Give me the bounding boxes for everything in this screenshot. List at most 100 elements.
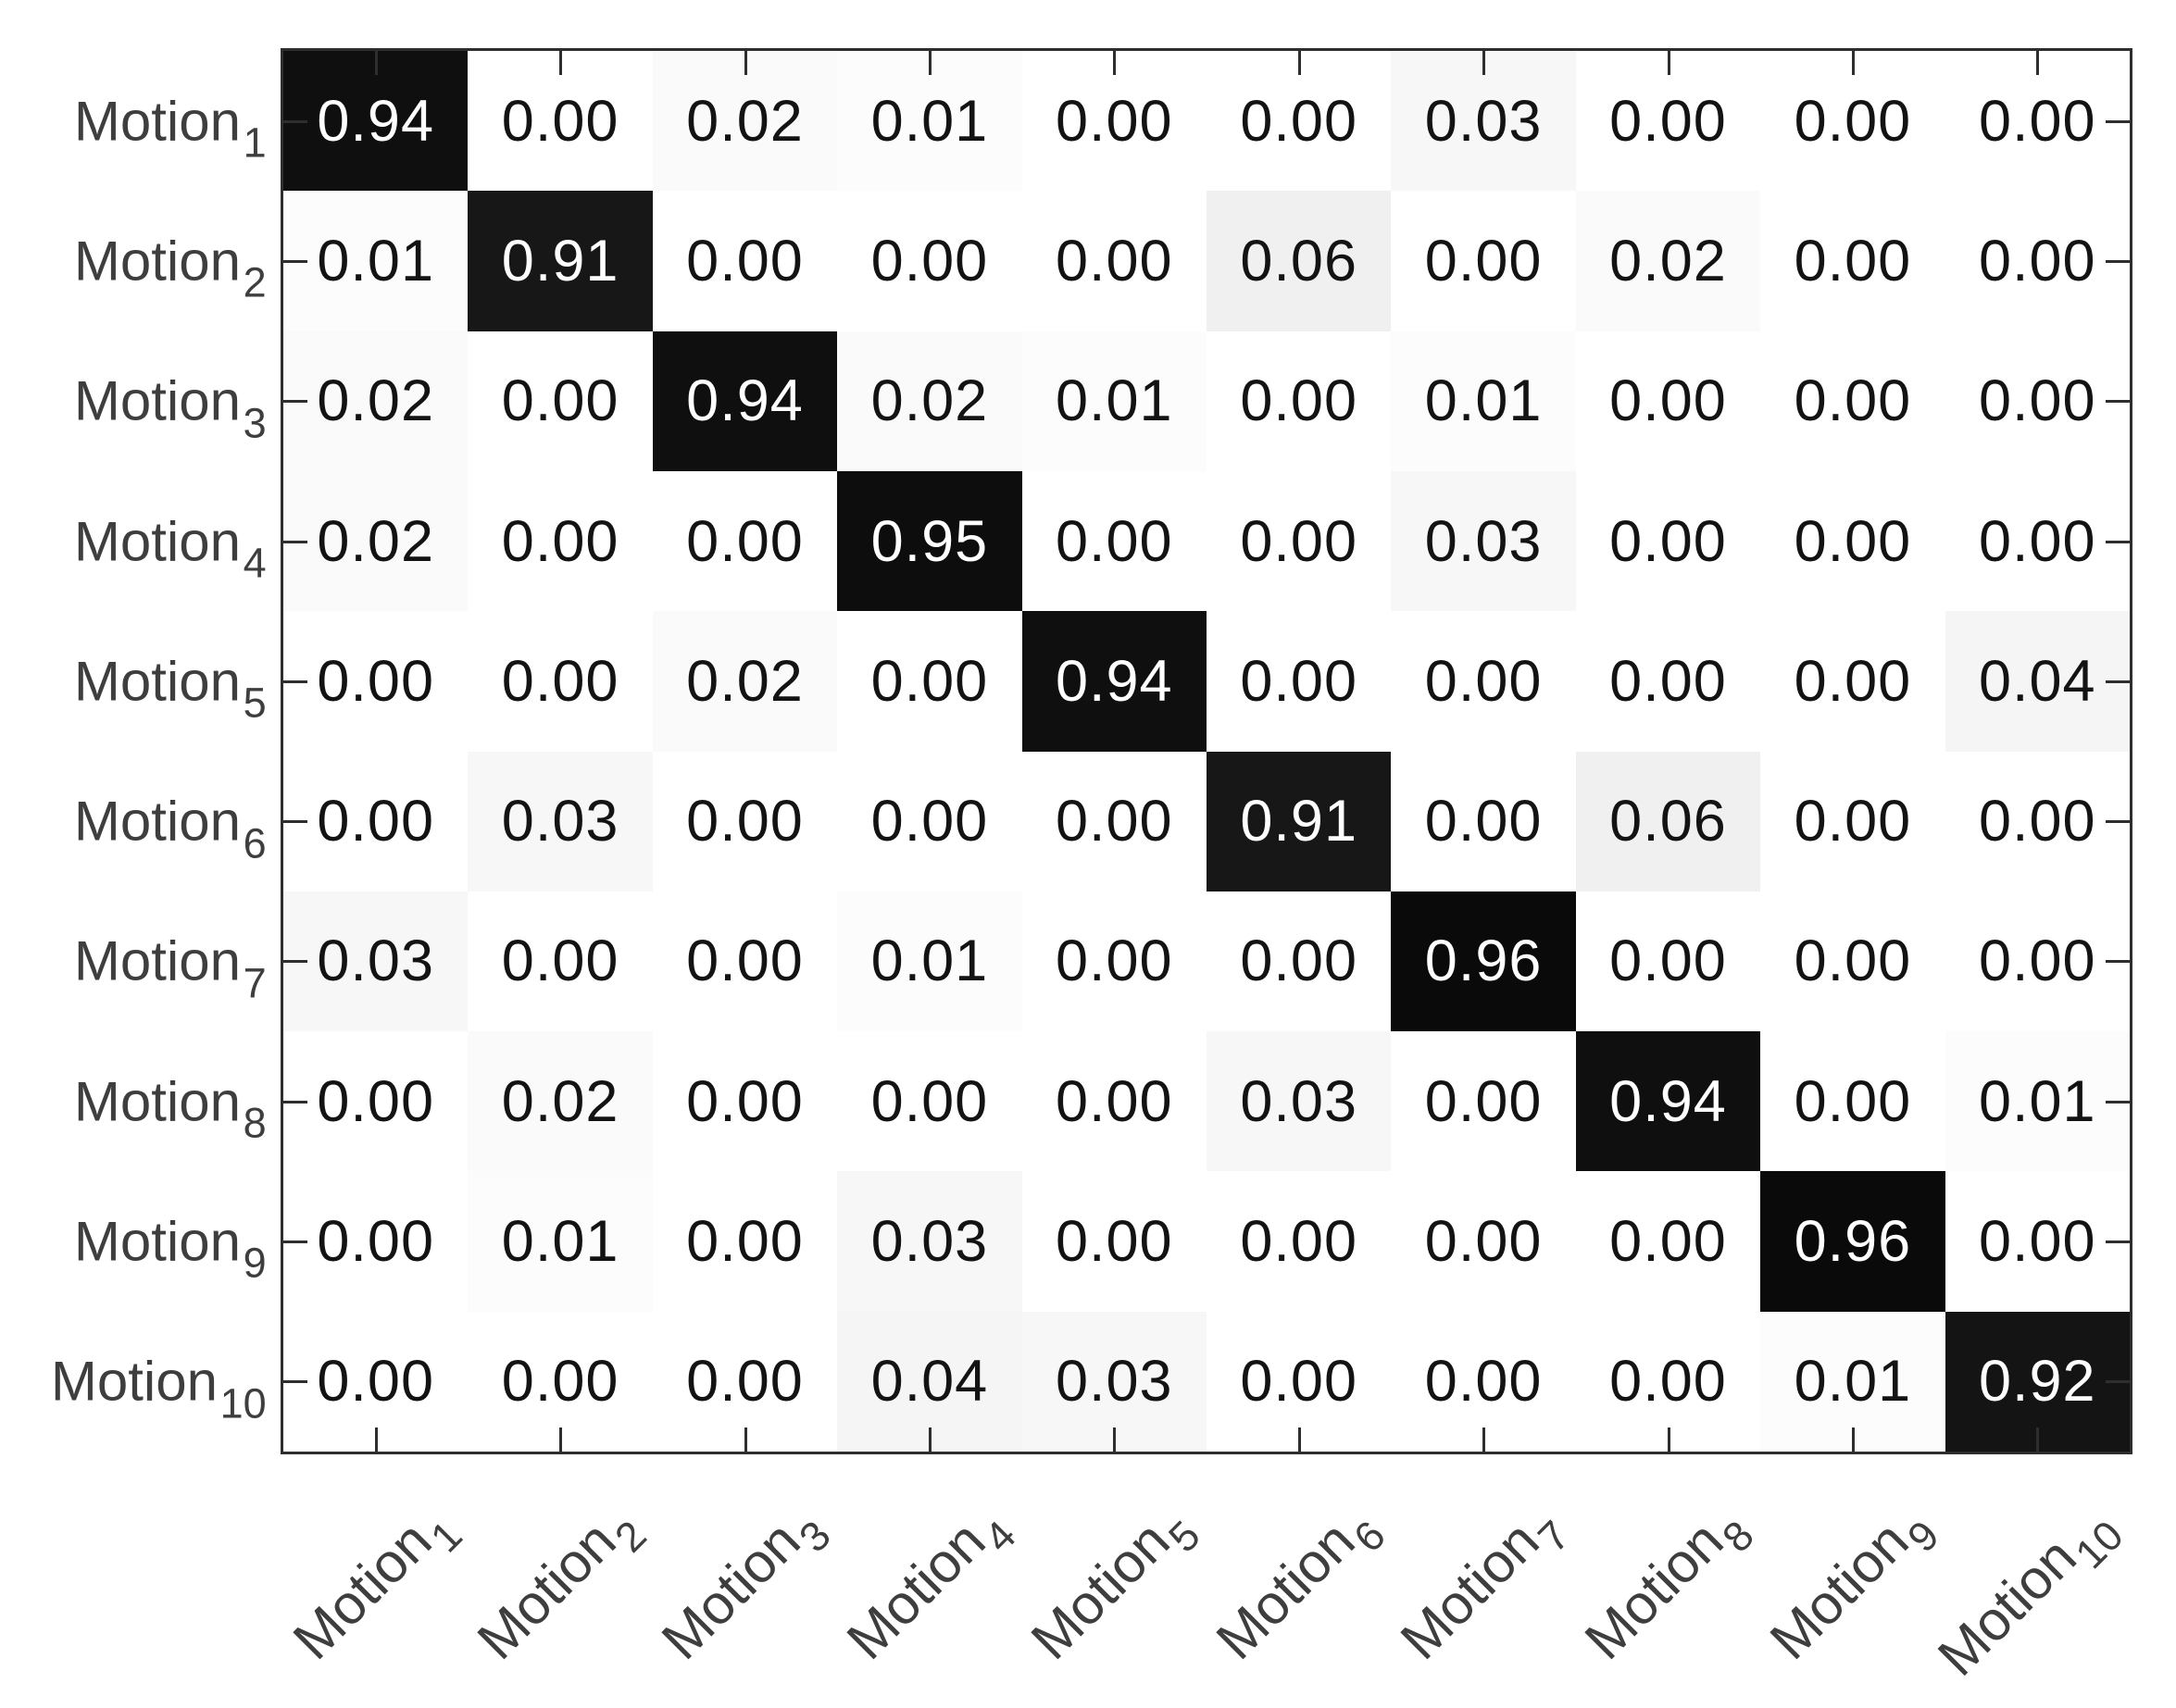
matrix-cell: 0.00 [652, 891, 838, 1032]
matrix-cell: 0.94 [1575, 1031, 1761, 1172]
axis-label-text: Motion [73, 1070, 241, 1133]
matrix-cell: 0.96 [1391, 891, 1576, 1032]
axis-tick [1852, 1427, 1855, 1452]
axis-label-text: Motion [73, 650, 241, 713]
matrix-cell: 0.00 [1575, 611, 1761, 752]
matrix-cell: 0.06 [1575, 751, 1761, 891]
axis-tick [375, 51, 378, 75]
matrix-cell: 0.00 [652, 470, 838, 612]
y-axis-label: Motion1 [74, 89, 267, 163]
axis-label-text: Motion [281, 1509, 444, 1672]
axis-tick [2106, 400, 2130, 403]
x-axis-label: Motion5 [1019, 1492, 1209, 1672]
matrix-cell: 0.00 [468, 330, 653, 471]
axis-label-text: Motion [73, 510, 241, 573]
y-axis-label: Motion2 [73, 229, 267, 303]
matrix-cell: 0.03 [837, 1171, 1022, 1312]
matrix-cell: 0.01 [1021, 330, 1207, 471]
matrix-cell: 0.03 [1206, 1031, 1392, 1172]
axis-label-text: Motion [465, 1509, 628, 1672]
axis-tick [283, 400, 307, 403]
axis-tick [283, 1240, 307, 1243]
matrix-cell: 0.02 [468, 1031, 653, 1172]
matrix-cell: 0.00 [1945, 470, 2130, 612]
matrix-cell: 0.00 [1760, 470, 1945, 612]
matrix-cell: 0.00 [1206, 1171, 1392, 1312]
axis-label-text: Motion [834, 1509, 997, 1672]
axis-label-subscript: 9 [243, 1239, 267, 1287]
axis-label-text: Motion [1204, 1509, 1367, 1672]
axis-tick [1298, 1427, 1301, 1452]
matrix-cell: 0.02 [652, 611, 838, 752]
matrix-cell: 0.00 [837, 611, 1022, 752]
axis-label-text: Motion [73, 1210, 241, 1273]
axis-tick [283, 1101, 307, 1103]
axis-tick [1482, 51, 1485, 75]
matrix-cell: 0.01 [837, 891, 1022, 1032]
axis-label-text: Motion [650, 1509, 812, 1672]
matrix-cell: 0.00 [1760, 330, 1945, 471]
matrix-cell: 0.00 [1945, 891, 2130, 1032]
matrix-cell: 0.95 [837, 470, 1022, 612]
matrix-cell: 0.02 [1575, 191, 1761, 331]
matrix-cell: 0.01 [837, 51, 1022, 192]
axis-label-text: Motion [73, 369, 241, 432]
matrix-cell: 0.00 [1760, 751, 1945, 891]
axis-tick [744, 51, 747, 75]
matrix-cell: 0.01 [1945, 1031, 2130, 1172]
matrix-cell: 0.00 [1575, 330, 1761, 471]
axis-tick [1668, 51, 1670, 75]
axis-tick [1298, 51, 1301, 75]
axis-tick [2106, 1101, 2130, 1103]
x-axis-label: Motion6 [1204, 1492, 1394, 1672]
x-axis-label: Motion1 [281, 1492, 470, 1672]
axis-label-subscript: 8 [243, 1099, 267, 1147]
matrix-cell: 0.00 [283, 751, 469, 891]
matrix-cell: 0.00 [1760, 611, 1945, 752]
axis-tick [2106, 1380, 2130, 1383]
y-axis-label: Motion5 [73, 649, 267, 723]
axis-tick [283, 260, 307, 263]
axis-label-subscript: 5 [243, 679, 267, 727]
axis-label-text: Motion [73, 230, 241, 293]
axis-label-subscript: 3 [243, 399, 267, 447]
matrix-cell: 0.00 [1021, 191, 1207, 331]
matrix-cell: 0.04 [1945, 611, 2130, 752]
matrix-cell: 0.00 [1945, 330, 2130, 471]
axis-label-text: Motion [1388, 1509, 1551, 1672]
axis-tick [283, 820, 307, 823]
matrix-cell: 0.00 [1760, 1031, 1945, 1172]
matrix-cell: 0.00 [468, 611, 653, 752]
axis-tick [283, 541, 307, 543]
heatmap-cell-grid: 0.94 0.00 0.02 0.01 0.00 0.00 0.03 0.00 0.00 0.00… [283, 51, 2130, 1452]
y-axis-label: Motion3 [73, 369, 267, 443]
matrix-cell: 0.00 [652, 1171, 838, 1312]
x-axis-label: Motion3 [649, 1492, 840, 1672]
axis-label-subscript: 4 [243, 539, 267, 587]
axis-tick [929, 51, 932, 75]
axis-label-subscript: 7 [243, 959, 267, 1007]
axis-tick [2036, 51, 2039, 75]
axis-label-text: Motion [1573, 1509, 1735, 1672]
axis-label-subscript: 2 [243, 258, 267, 306]
axis-label-text: Motion [50, 1350, 218, 1413]
matrix-cell: 0.00 [1391, 611, 1576, 752]
matrix-cell: 0.00 [837, 751, 1022, 891]
axis-tick [283, 120, 307, 123]
axis-label-subscript: 1 [243, 118, 267, 167]
matrix-cell: 0.00 [1945, 191, 2130, 331]
matrix-cell: 0.00 [1206, 611, 1392, 752]
matrix-cell: 0.00 [1945, 51, 2130, 192]
axis-label-subscript: 6 [243, 819, 267, 867]
axis-tick [744, 1427, 747, 1452]
axis-label-text: Motion [1926, 1526, 2088, 1688]
matrix-cell: 0.00 [1021, 1031, 1207, 1172]
matrix-cell: 0.00 [468, 470, 653, 612]
matrix-cell: 0.02 [283, 330, 469, 471]
matrix-cell: 0.00 [1391, 1031, 1576, 1172]
x-axis-label: Motion7 [1388, 1492, 1579, 1672]
x-axis-label: Motion9 [1757, 1492, 1948, 1672]
matrix-cell: 0.96 [1760, 1171, 1945, 1312]
axis-tick [559, 51, 562, 75]
